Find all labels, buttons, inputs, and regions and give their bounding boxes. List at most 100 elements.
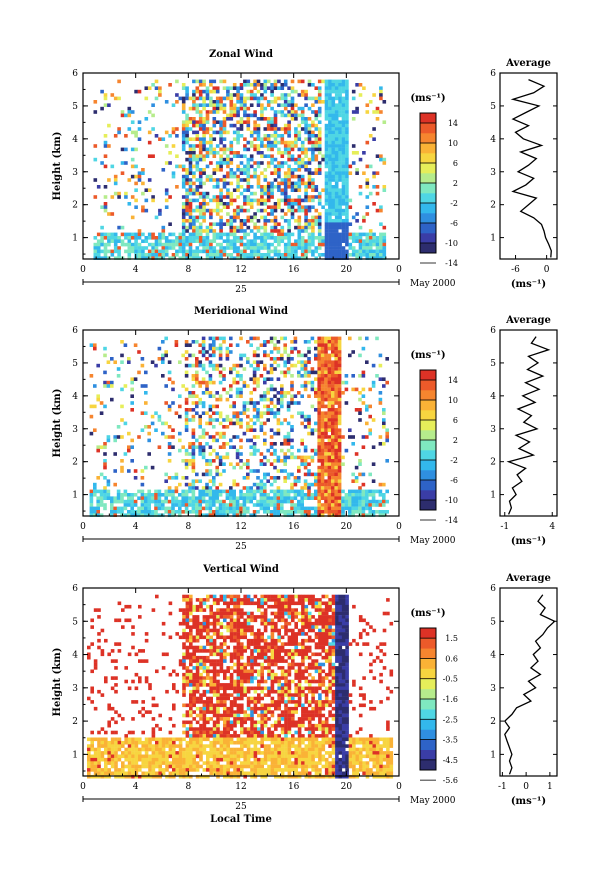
heatmap-cell bbox=[354, 387, 359, 392]
heatmap-cell bbox=[290, 394, 294, 398]
heatmap-cell bbox=[235, 435, 240, 439]
heatmap-cell bbox=[161, 340, 165, 344]
heatmap-cell bbox=[280, 229, 285, 233]
heatmap-cell bbox=[277, 253, 281, 257]
heatmap-cell bbox=[314, 195, 319, 199]
heatmap-cell bbox=[249, 513, 253, 517]
heatmap-cell bbox=[303, 363, 308, 368]
heatmap-cell bbox=[155, 669, 159, 674]
heatmap-cell bbox=[242, 503, 247, 507]
heatmap-cell bbox=[225, 506, 230, 511]
heatmap-cell bbox=[320, 401, 325, 405]
heatmap-cell bbox=[256, 96, 261, 101]
heatmap-cell bbox=[303, 486, 308, 490]
heatmap-cell bbox=[341, 174, 346, 179]
heatmap-cell bbox=[212, 222, 217, 226]
heatmap-cell bbox=[226, 147, 230, 152]
heatmap-cell bbox=[182, 754, 186, 759]
heatmap-cell bbox=[137, 236, 142, 240]
heatmap-cell bbox=[283, 113, 288, 118]
heatmap-cell bbox=[232, 421, 236, 426]
heatmap-cell bbox=[297, 137, 302, 141]
heatmap-cell bbox=[191, 499, 196, 504]
heatmap-cell bbox=[273, 79, 278, 84]
heatmap-cell bbox=[222, 147, 227, 152]
heatmap-cell bbox=[209, 127, 213, 131]
heatmap-cell bbox=[104, 638, 108, 643]
heatmap-cell bbox=[189, 689, 193, 694]
heatmap-cell bbox=[344, 448, 349, 453]
heatmap-cell bbox=[222, 418, 226, 422]
heatmap-cell bbox=[270, 242, 274, 247]
heatmap-cell bbox=[317, 377, 321, 381]
heatmap-cell bbox=[113, 249, 118, 254]
heatmap-cell bbox=[192, 754, 196, 759]
heatmap-cell bbox=[320, 472, 325, 477]
heatmap-cell bbox=[209, 79, 213, 84]
heatmap-cell bbox=[164, 353, 168, 358]
heatmap-cell bbox=[205, 469, 209, 473]
heatmap-cell bbox=[205, 442, 209, 446]
heatmap-cell bbox=[287, 123, 291, 128]
heatmap-cell bbox=[354, 408, 359, 412]
heatmap-cell bbox=[341, 86, 346, 90]
heatmap-cell bbox=[324, 161, 329, 165]
heatmap-cell bbox=[93, 506, 97, 511]
heatmap-cell bbox=[235, 363, 240, 368]
heatmap-cell bbox=[277, 110, 281, 114]
heatmap-cell bbox=[103, 93, 108, 97]
heatmap-cell bbox=[283, 246, 288, 250]
heatmap-cell bbox=[107, 757, 111, 762]
heatmap-cell bbox=[182, 666, 186, 670]
heatmap-cell bbox=[317, 489, 321, 494]
heatmap-cell bbox=[137, 350, 141, 354]
heatmap-cell bbox=[372, 232, 376, 237]
heatmap-cell bbox=[185, 710, 190, 714]
heatmap-cell bbox=[334, 123, 339, 128]
heatmap-cell bbox=[314, 513, 318, 517]
heatmap-cell bbox=[280, 469, 284, 473]
heatmap-cell bbox=[148, 744, 152, 748]
heatmap-cell bbox=[338, 161, 342, 165]
heatmap-cell bbox=[192, 117, 196, 121]
heatmap-cell bbox=[320, 452, 325, 456]
heatmap-cell bbox=[222, 222, 227, 226]
heatmap-cell bbox=[324, 202, 329, 206]
heatmap-cell bbox=[324, 394, 328, 398]
heatmap-cell bbox=[191, 408, 196, 412]
heatmap-cell bbox=[141, 713, 145, 718]
heatmap-cell bbox=[317, 394, 321, 398]
heatmap-cell bbox=[337, 455, 342, 460]
heatmap-cell bbox=[215, 367, 219, 371]
heatmap-cell bbox=[290, 205, 295, 209]
heatmap-cell bbox=[235, 448, 240, 453]
heatmap-cell bbox=[182, 768, 186, 772]
heatmap-cell bbox=[266, 117, 271, 121]
heatmap-cell bbox=[259, 360, 264, 364]
heatmap-cell bbox=[270, 127, 274, 131]
heatmap-cell bbox=[171, 503, 175, 507]
heatmap-cell bbox=[236, 236, 240, 240]
heatmap-cell bbox=[124, 161, 128, 165]
heatmap-cell bbox=[263, 232, 268, 237]
heatmap-cell bbox=[328, 232, 332, 237]
x-tick-label: 12 bbox=[235, 265, 246, 275]
heatmap-cell bbox=[331, 387, 335, 392]
heatmap-cell bbox=[355, 168, 359, 172]
heatmap-cell bbox=[97, 740, 101, 745]
heatmap-cell bbox=[185, 168, 189, 172]
heatmap-cell bbox=[184, 462, 189, 466]
heatmap-cell bbox=[195, 246, 200, 250]
heatmap-cell bbox=[167, 510, 172, 514]
heatmap-cell bbox=[87, 757, 91, 762]
heatmap-cell bbox=[334, 445, 338, 449]
heatmap-cell bbox=[290, 452, 294, 456]
heatmap-cell bbox=[290, 188, 295, 192]
heatmap-cell bbox=[337, 336, 342, 341]
heatmap-cell bbox=[195, 253, 200, 257]
heatmap-cell bbox=[358, 459, 362, 463]
heatmap-cell bbox=[280, 421, 284, 426]
heatmap-cell bbox=[192, 761, 196, 765]
heatmap-cell bbox=[148, 771, 152, 776]
heatmap-cell bbox=[243, 103, 247, 107]
